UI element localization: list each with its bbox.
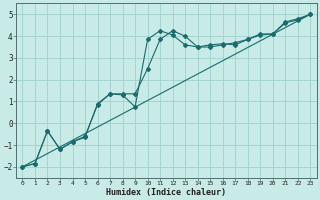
X-axis label: Humidex (Indice chaleur): Humidex (Indice chaleur)	[106, 188, 226, 197]
